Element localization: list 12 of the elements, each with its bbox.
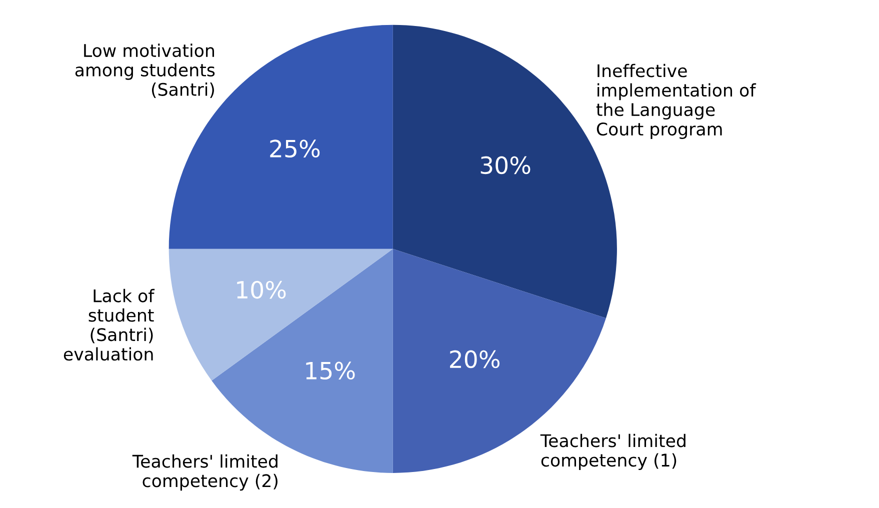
data-label: 10% <box>237 280 286 299</box>
slice-label: Low motivation among students (Santri) <box>75 44 215 98</box>
slice-label: Teachers' limited competency (1) <box>540 434 686 470</box>
pie-slice <box>212 248 393 473</box>
data-label: 25% <box>270 140 320 158</box>
data-label: 30% <box>480 156 530 174</box>
slice-label: Lack of student (Santri) evaluation <box>64 288 155 361</box>
data-label: 15% <box>306 362 355 380</box>
slice-label: Ineffective implementation of the Language Court program <box>596 64 756 139</box>
pie-slice <box>168 248 393 381</box>
data-label: 20% <box>450 350 500 368</box>
slice-label: Teachers' limited competency (2) <box>132 454 278 491</box>
